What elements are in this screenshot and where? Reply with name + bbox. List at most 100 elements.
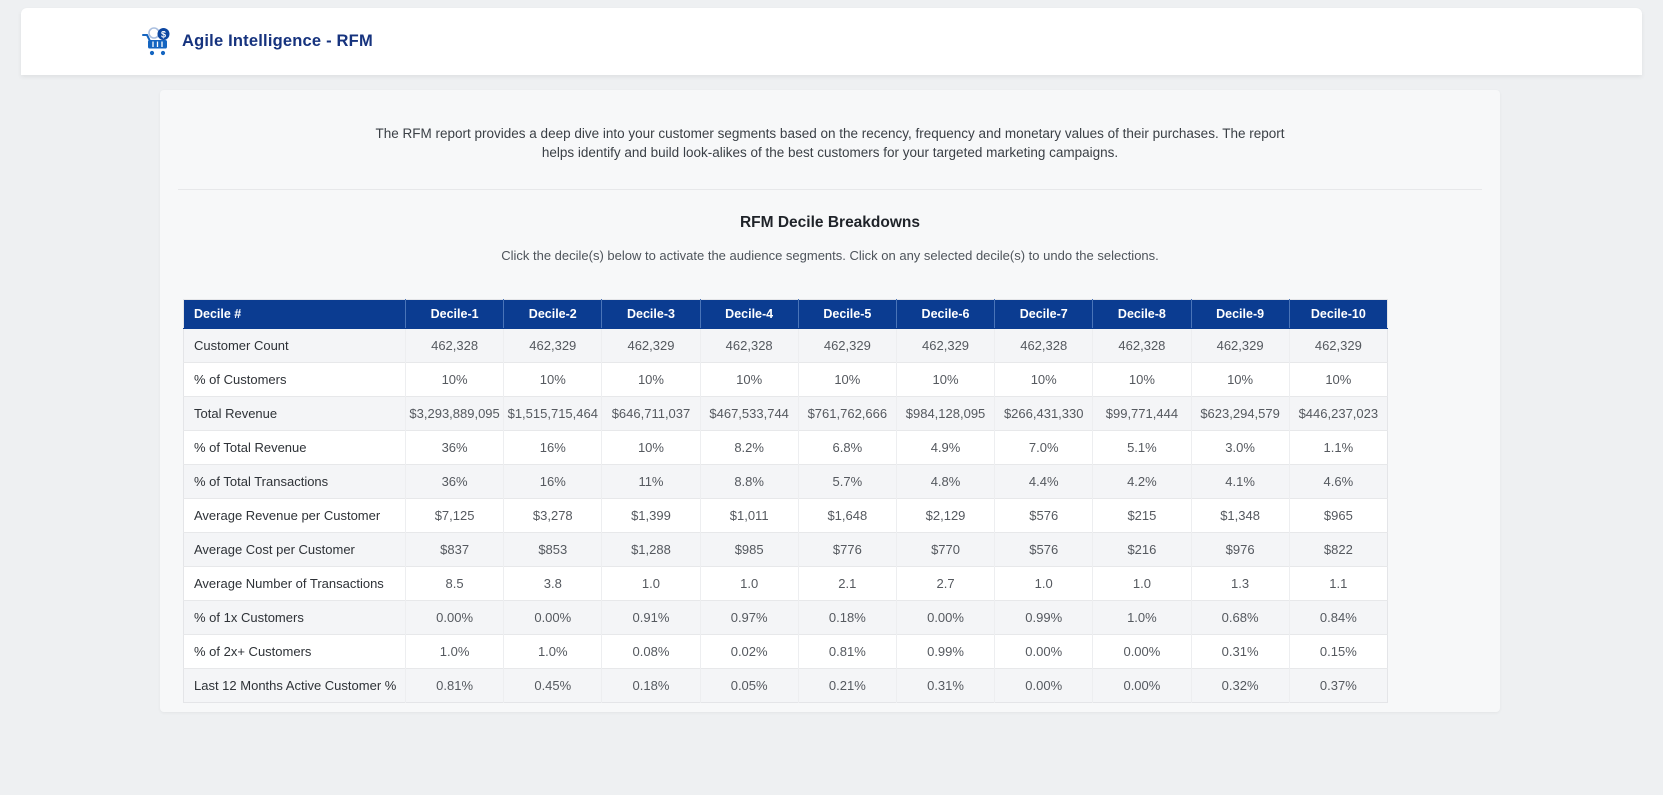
cell-decile-5: 5.7%: [798, 464, 897, 499]
cell-decile-2: 3.8: [503, 566, 603, 601]
cell-decile-4: 1.0: [700, 566, 799, 601]
cell-decile-8: 4.2%: [1092, 464, 1192, 499]
cell-decile-9: $1,348: [1191, 498, 1290, 533]
cell-decile-5: 10%: [798, 362, 897, 397]
cell-decile-4: 10%: [700, 362, 799, 397]
cell-decile-1: $7,125: [405, 498, 505, 533]
column-header-decile-9[interactable]: Decile-9: [1191, 299, 1290, 329]
row-label: % of Customers: [183, 362, 406, 397]
cell-decile-2: 0.00%: [503, 600, 603, 635]
cell-decile-4: 8.8%: [700, 464, 799, 499]
cell-decile-8: $99,771,444: [1092, 396, 1192, 431]
cell-decile-3: $646,711,037: [601, 396, 701, 431]
cell-decile-9: 0.32%: [1191, 668, 1290, 703]
cell-decile-9: 0.68%: [1191, 600, 1290, 635]
table-header-row: Decile # Decile-1 Decile-2 Decile-3 Decile-4…: [183, 299, 1388, 329]
column-header-decile-1[interactable]: Decile-1: [405, 299, 505, 329]
cart-logo-icon: $: [141, 26, 173, 57]
column-header-decile-5[interactable]: Decile-5: [798, 299, 897, 329]
cell-decile-10: 0.37%: [1289, 668, 1388, 703]
cell-decile-3: 10%: [601, 430, 701, 465]
cell-decile-2: $1,515,715,464: [503, 396, 603, 431]
row-label: % of Total Revenue: [183, 430, 406, 465]
cell-decile-5: $761,762,666: [798, 396, 897, 431]
cell-decile-2: 16%: [503, 464, 603, 499]
cell-decile-2: $853: [503, 532, 603, 567]
cell-decile-2: 1.0%: [503, 634, 603, 669]
cell-decile-4: 0.05%: [700, 668, 799, 703]
table-row: % of 1x Customers 0.00% 0.00% 0.91% 0.97% 0.1…: [183, 600, 1388, 635]
cell-decile-7: 0.00%: [994, 634, 1094, 669]
cell-decile-4: $1,011: [700, 498, 799, 533]
cell-decile-6: 0.31%: [896, 668, 996, 703]
table-row: % of Total Transactions 36% 16% 11% 8.8% 5.7%…: [183, 464, 1388, 499]
row-label: % of Total Transactions: [183, 464, 406, 499]
cell-decile-5: $776: [798, 532, 897, 567]
table-row: % of Customers 10% 10% 10% 10% 10% 10% 10% 10% 10…: [183, 362, 1388, 397]
cell-decile-2: 10%: [503, 362, 603, 397]
cell-decile-5: 0.18%: [798, 600, 897, 635]
cell-decile-9: 10%: [1191, 362, 1290, 397]
cell-decile-4: 0.02%: [700, 634, 799, 669]
cell-decile-8: $216: [1092, 532, 1192, 567]
cell-decile-7: 10%: [994, 362, 1094, 397]
column-header-decile-4[interactable]: Decile-4: [700, 299, 799, 329]
row-label: Total Revenue: [183, 396, 406, 431]
cell-decile-4: 8.2%: [700, 430, 799, 465]
cell-decile-7: $576: [994, 532, 1094, 567]
table-row: % of 2x+ Customers 1.0% 1.0% 0.08% 0.02% 0.81…: [183, 634, 1388, 669]
column-header-decile-8[interactable]: Decile-8: [1092, 299, 1192, 329]
cell-decile-1: $3,293,889,095: [405, 396, 505, 431]
cell-decile-4: 0.97%: [700, 600, 799, 635]
cell-decile-2: 16%: [503, 430, 603, 465]
cell-decile-1: 10%: [405, 362, 505, 397]
cell-decile-6: $2,129: [896, 498, 996, 533]
column-header-decile-6[interactable]: Decile-6: [896, 299, 996, 329]
column-header-metric: Decile #: [183, 299, 406, 329]
cell-decile-10: 1.1: [1289, 566, 1388, 601]
section-title: RFM Decile Breakdowns: [739, 214, 921, 231]
cell-decile-7: 0.00%: [994, 668, 1094, 703]
cell-decile-7: $576: [994, 498, 1094, 533]
cell-decile-1: 36%: [405, 464, 505, 499]
report-description: The RFM report provides a deep dive into…: [375, 126, 1285, 160]
cell-decile-8: 5.1%: [1092, 430, 1192, 465]
cell-decile-8: 10%: [1092, 362, 1192, 397]
table-row: Average Revenue per Customer $7,125 $3,278…: [183, 498, 1388, 533]
cell-decile-5: 0.21%: [798, 668, 897, 703]
cell-decile-7: 0.99%: [994, 600, 1094, 635]
cell-decile-10: 0.15%: [1289, 634, 1388, 669]
row-label: Average Number of Transactions: [183, 566, 406, 601]
cell-decile-3: 0.08%: [601, 634, 701, 669]
cell-decile-1: 36%: [405, 430, 505, 465]
cell-decile-4: $467,533,744: [700, 396, 799, 431]
cell-decile-3: $1,288: [601, 532, 701, 567]
cell-decile-5: 6.8%: [798, 430, 897, 465]
cell-decile-1: 0.81%: [405, 668, 505, 703]
cell-decile-7: 1.0: [994, 566, 1094, 601]
cell-decile-10: $446,237,023: [1289, 396, 1388, 431]
cell-decile-3: 11%: [601, 464, 701, 499]
table-row: Average Cost per Customer $837 $853 $1,288 $…: [183, 532, 1388, 567]
report-card: The RFM report provides a deep dive into…: [160, 90, 1500, 712]
table-body: Customer Count 462,328 462,329 462,329 462,3…: [183, 328, 1388, 703]
cell-decile-6: 4.8%: [896, 464, 996, 499]
cell-decile-9: 3.0%: [1191, 430, 1290, 465]
cell-decile-3: 0.18%: [601, 668, 701, 703]
column-header-decile-3[interactable]: Decile-3: [601, 299, 701, 329]
column-header-decile-7[interactable]: Decile-7: [994, 299, 1094, 329]
cell-decile-9: 0.31%: [1191, 634, 1290, 669]
cell-decile-1: 8.5: [405, 566, 505, 601]
column-header-decile-10[interactable]: Decile-10: [1289, 299, 1388, 329]
cell-decile-7: 462,328: [994, 328, 1094, 363]
cell-decile-10: 0.84%: [1289, 600, 1388, 635]
rfm-decile-table: Decile # Decile-1 Decile-2 Decile-3 Decile-4…: [183, 299, 1388, 703]
column-header-decile-2[interactable]: Decile-2: [503, 299, 603, 329]
cell-decile-6: 0.99%: [896, 634, 996, 669]
app-title: Agile Intelligence - RFM: [182, 32, 373, 50]
svg-text:$: $: [161, 29, 166, 39]
cell-decile-1: 1.0%: [405, 634, 505, 669]
cell-decile-10: 10%: [1289, 362, 1388, 397]
cell-decile-9: $623,294,579: [1191, 396, 1290, 431]
cell-decile-10: 1.1%: [1289, 430, 1388, 465]
